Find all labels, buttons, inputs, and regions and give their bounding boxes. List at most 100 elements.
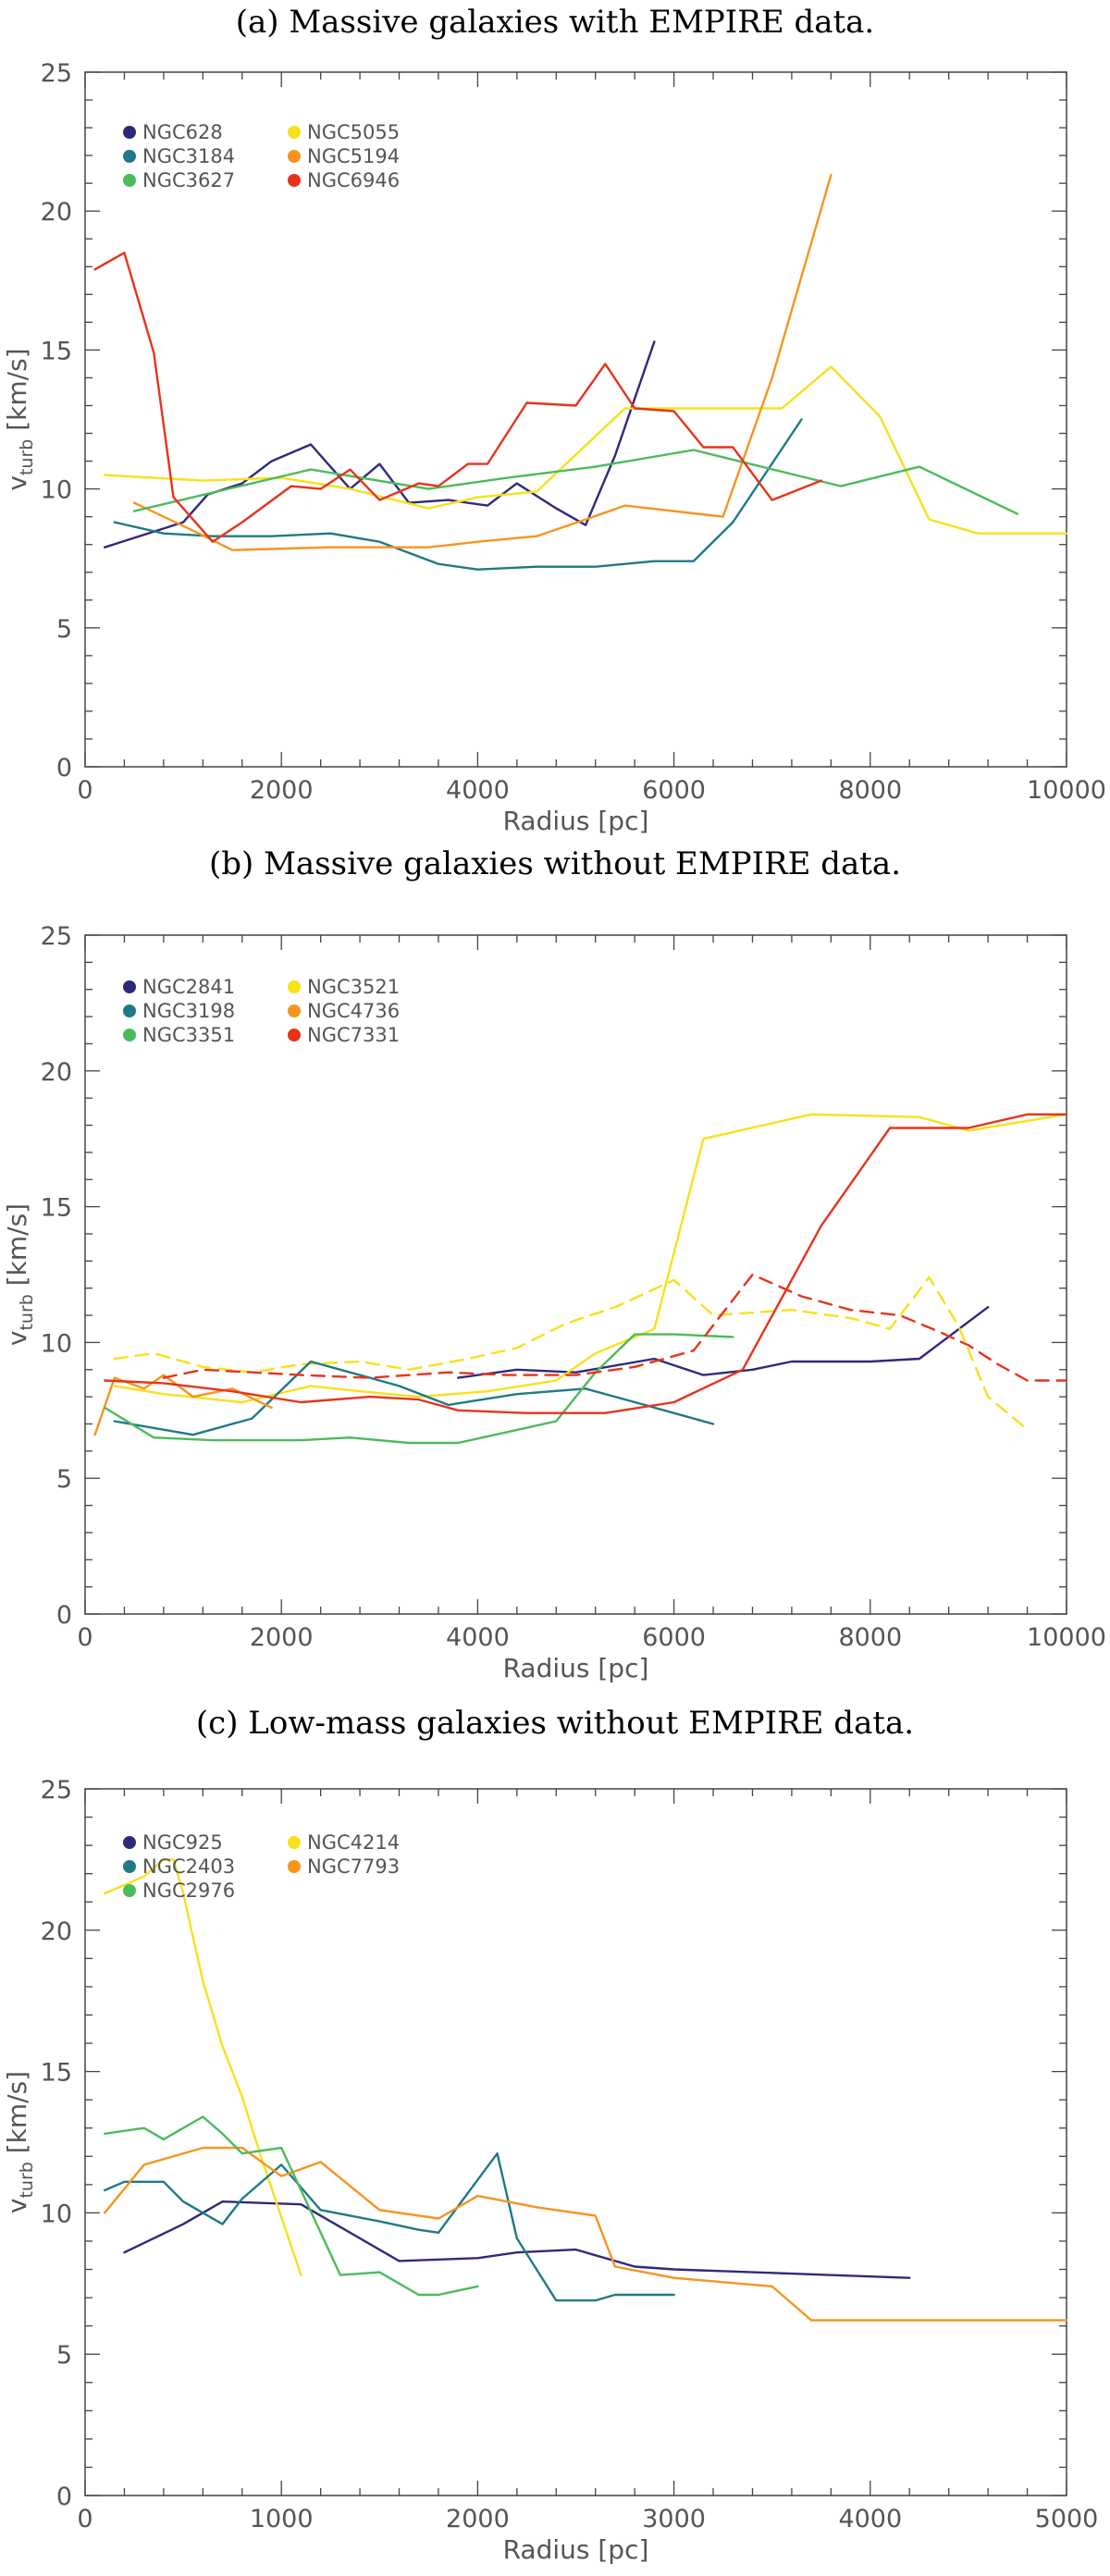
plot-frame bbox=[84, 71, 1067, 768]
y-axis-label: vturb [km/s] bbox=[2, 2071, 37, 2213]
series-line-ngc3198 bbox=[113, 1360, 715, 1436]
legend-label-ngc4736: NGC4736 bbox=[307, 1000, 400, 1022]
x-tick-label: 2000 bbox=[446, 2505, 510, 2533]
y-axis-label-main: v bbox=[2, 2199, 32, 2214]
series-line-ngc3351 bbox=[103, 1333, 734, 1445]
y-tick-label: 10 bbox=[41, 476, 72, 505]
x-axis-label: Radius [pc] bbox=[503, 2534, 649, 2565]
series-line-ngc3627 bbox=[132, 449, 1019, 515]
y-tick-label: 25 bbox=[41, 59, 72, 88]
y-axis-label-main: v bbox=[2, 475, 32, 491]
x-tick-label: 2000 bbox=[250, 776, 314, 805]
legend-label-ngc7331: NGC7331 bbox=[307, 1024, 400, 1046]
plot-frame bbox=[84, 934, 1067, 1615]
y-tick-label: 5 bbox=[56, 2341, 72, 2370]
x-tick-label: 0 bbox=[77, 2505, 92, 2533]
series-line-ngc2976 bbox=[103, 2115, 479, 2297]
legend-marker-ngc3521 bbox=[288, 980, 301, 993]
y-axis-label-unit: [km/s] bbox=[2, 348, 32, 438]
series-line-ngc3521 bbox=[113, 1113, 1068, 1404]
y-tick-label: 20 bbox=[41, 198, 72, 227]
legend-marker-ngc7793 bbox=[288, 1860, 301, 1873]
plot-frame bbox=[84, 1788, 1067, 2496]
y-tick-label: 15 bbox=[41, 1194, 72, 1223]
series-line-ngc5055 bbox=[103, 365, 1068, 535]
y-tick-label: 5 bbox=[56, 615, 72, 644]
legend-marker-ngc6946 bbox=[288, 174, 301, 187]
series-line-ngc2403 bbox=[103, 2152, 675, 2302]
x-tick-label: 4000 bbox=[838, 2505, 902, 2533]
legend-marker-ngc2841 bbox=[123, 980, 136, 993]
chart-panel-a: 0 2000 4000 6000 8000 10000 0 5 10 15 20 25 Radius [… bbox=[2, 59, 1106, 836]
legend-label-ngc3521: NGC3521 bbox=[307, 976, 400, 998]
legend-label-ngc925: NGC925 bbox=[142, 1831, 223, 1854]
y-tick-label: 5 bbox=[56, 1465, 72, 1494]
x-tick-label: 6000 bbox=[642, 1623, 706, 1652]
x-tick-label: 3000 bbox=[642, 2505, 706, 2533]
y-tick-label: 0 bbox=[56, 2483, 72, 2511]
legend-marker-ngc5055 bbox=[288, 126, 301, 139]
legend-marker-ngc4736 bbox=[288, 1005, 301, 1017]
chart-panel-b: 0 2000 4000 6000 8000 10000 0 5 10 15 20 25 Radius [… bbox=[2, 922, 1106, 1683]
panel-a-title: (a) Massive galaxies with EMPIRE data. bbox=[235, 4, 875, 41]
y-axis-label-unit: [km/s] bbox=[2, 1203, 32, 1294]
y-axis-label-unit: [km/s] bbox=[2, 2071, 32, 2162]
legend-label-ngc2403: NGC2403 bbox=[142, 1855, 235, 1878]
x-tick-label: 10000 bbox=[1027, 776, 1106, 805]
x-tick-label: 0 bbox=[77, 1623, 92, 1652]
series-line-ngc2841 bbox=[457, 1306, 990, 1379]
x-tick-label: 5000 bbox=[1035, 2505, 1099, 2533]
legend-marker-ngc5194 bbox=[288, 150, 301, 163]
x-tick-label: 0 bbox=[77, 776, 92, 805]
legend-marker-ngc3184 bbox=[123, 150, 136, 163]
series-line-ngc7331 bbox=[103, 1113, 1068, 1414]
y-tick-label: 15 bbox=[41, 2059, 72, 2088]
y-axis-label-sub: turb bbox=[17, 439, 37, 475]
y-tick-label: 25 bbox=[41, 922, 72, 951]
legend-label-ngc3198: NGC3198 bbox=[142, 1000, 235, 1022]
y-tick-label: 15 bbox=[41, 337, 72, 365]
y-tick-label: 10 bbox=[41, 2200, 72, 2228]
legend-label-ngc7793: NGC7793 bbox=[307, 1855, 400, 1878]
legend-marker-ngc3351 bbox=[123, 1029, 136, 1041]
legend-label-ngc4214: NGC4214 bbox=[307, 1831, 400, 1854]
legend-marker-ngc4214 bbox=[288, 1836, 301, 1849]
legend-label-ngc3184: NGC3184 bbox=[142, 145, 235, 167]
chart-panel-c: 0 1000 2000 3000 4000 5000 0 5 10 15 20 25 Radius [p… bbox=[2, 1776, 1099, 2565]
x-tick-label: 8000 bbox=[838, 1623, 902, 1652]
series-line-ngc6946 bbox=[93, 252, 822, 543]
x-tick-label: 1000 bbox=[250, 2505, 314, 2533]
legend-marker-ngc7331 bbox=[288, 1029, 301, 1041]
panel-c-title: (c) Low-mass galaxies without EMPIRE dat… bbox=[195, 1705, 915, 1742]
y-tick-label: 0 bbox=[56, 1601, 72, 1630]
legend-label-ngc3351: NGC3351 bbox=[142, 1024, 235, 1046]
y-axis-label-sub: turb bbox=[17, 2162, 37, 2198]
y-tick-label: 25 bbox=[41, 1776, 72, 1805]
y-tick-label: 0 bbox=[56, 754, 72, 783]
series-line-ngc628 bbox=[103, 340, 656, 548]
x-tick-label: 6000 bbox=[642, 776, 706, 805]
y-tick-label: 10 bbox=[41, 1329, 72, 1358]
y-tick-label: 20 bbox=[41, 1058, 72, 1087]
series-line-ngc7793 bbox=[103, 2146, 1068, 2322]
x-tick-label: 8000 bbox=[838, 776, 902, 805]
legend-marker-ngc2403 bbox=[123, 1860, 136, 1873]
x-tick-label: 10000 bbox=[1027, 1623, 1106, 1652]
x-tick-label: 4000 bbox=[446, 1623, 510, 1652]
x-tick-label: 4000 bbox=[446, 776, 510, 805]
legend-label-ngc5055: NGC5055 bbox=[307, 121, 400, 143]
series-line-ngc925 bbox=[123, 2200, 911, 2279]
legend-label-ngc6946: NGC6946 bbox=[307, 169, 400, 191]
series-line-ngc7331-dashed bbox=[162, 1273, 1068, 1382]
legend-marker-ngc3198 bbox=[123, 1005, 136, 1017]
y-tick-label: 20 bbox=[41, 1917, 72, 1946]
x-axis-label: Radius [pc] bbox=[503, 806, 649, 836]
series-line-ngc4214 bbox=[103, 1858, 302, 2276]
legend-label-ngc5194: NGC5194 bbox=[307, 145, 400, 167]
y-axis-label-sub: turb bbox=[17, 1294, 37, 1330]
y-axis-label: vturb [km/s] bbox=[2, 1203, 37, 1346]
legend-marker-ngc925 bbox=[123, 1836, 136, 1849]
legend-label-ngc2976: NGC2976 bbox=[142, 1880, 235, 1902]
legend-label-ngc2841: NGC2841 bbox=[142, 976, 235, 998]
y-axis-label: vturb [km/s] bbox=[2, 348, 37, 490]
